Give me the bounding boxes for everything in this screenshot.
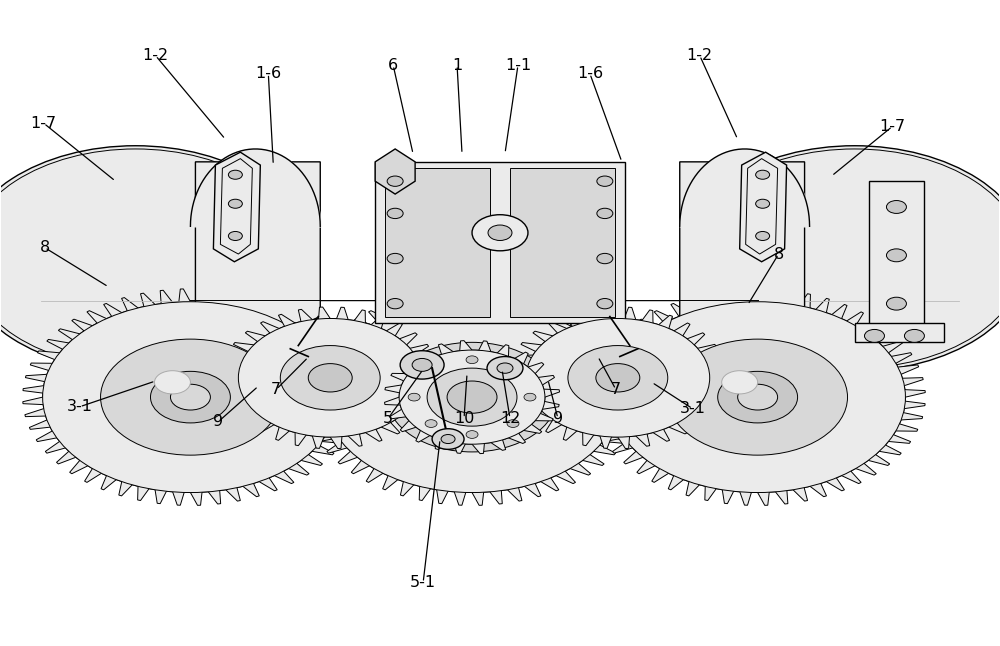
Circle shape [447, 381, 497, 413]
Circle shape [756, 231, 770, 240]
Polygon shape [213, 152, 260, 262]
Circle shape [0, 146, 310, 371]
Circle shape [524, 393, 536, 401]
Circle shape [507, 367, 519, 375]
Circle shape [228, 171, 242, 179]
Text: 5-1: 5-1 [410, 576, 436, 590]
Text: 1-6: 1-6 [255, 66, 281, 81]
Circle shape [412, 359, 432, 371]
Circle shape [597, 176, 613, 186]
Circle shape [738, 384, 778, 410]
Polygon shape [508, 307, 727, 448]
Circle shape [308, 364, 352, 392]
Circle shape [280, 346, 380, 410]
Polygon shape [221, 307, 440, 448]
Circle shape [886, 297, 906, 310]
Circle shape [43, 302, 338, 492]
Text: 12: 12 [500, 411, 520, 426]
Text: 5: 5 [383, 411, 393, 426]
Circle shape [228, 231, 242, 240]
Text: 6: 6 [388, 57, 398, 72]
Polygon shape [740, 152, 787, 262]
Polygon shape [375, 149, 415, 194]
Circle shape [387, 253, 403, 264]
Circle shape [904, 329, 924, 342]
Circle shape [101, 339, 280, 455]
Circle shape [466, 356, 478, 364]
Text: 7: 7 [271, 382, 281, 397]
Circle shape [170, 384, 210, 410]
Bar [855, 323, 944, 342]
Circle shape [610, 302, 905, 492]
Circle shape [324, 302, 620, 492]
Text: 3-1: 3-1 [67, 399, 93, 414]
Text: 9: 9 [553, 411, 563, 426]
Polygon shape [304, 289, 640, 505]
Text: 1: 1 [452, 57, 462, 72]
Circle shape [487, 357, 523, 380]
Circle shape [408, 393, 420, 401]
Circle shape [526, 318, 710, 437]
Circle shape [668, 339, 848, 455]
Circle shape [387, 176, 403, 186]
Circle shape [488, 225, 512, 240]
Circle shape [596, 364, 640, 392]
Text: 1-2: 1-2 [142, 48, 169, 63]
Bar [385, 169, 490, 317]
Polygon shape [23, 289, 358, 505]
Circle shape [154, 371, 190, 394]
Text: 10: 10 [454, 411, 474, 426]
Text: 9: 9 [213, 414, 223, 429]
Circle shape [399, 350, 545, 444]
Circle shape [441, 435, 455, 444]
Circle shape [427, 368, 517, 426]
Circle shape [718, 371, 798, 423]
Polygon shape [590, 289, 925, 505]
Circle shape [864, 329, 884, 342]
Bar [510, 169, 615, 317]
Text: 1-7: 1-7 [31, 116, 57, 130]
Circle shape [497, 363, 513, 373]
Circle shape [597, 253, 613, 264]
Circle shape [425, 367, 437, 375]
Circle shape [400, 351, 444, 379]
Text: 1-7: 1-7 [879, 119, 906, 134]
Bar [869, 181, 924, 329]
Circle shape [597, 208, 613, 218]
Text: 1-6: 1-6 [577, 66, 603, 81]
Circle shape [722, 371, 758, 394]
Circle shape [238, 318, 422, 437]
Circle shape [472, 214, 528, 251]
Text: 8: 8 [773, 247, 784, 262]
Circle shape [886, 200, 906, 213]
Circle shape [886, 249, 906, 262]
Circle shape [466, 431, 478, 439]
Circle shape [150, 371, 230, 423]
Text: 1-2: 1-2 [687, 48, 713, 63]
Circle shape [680, 146, 1000, 371]
Circle shape [756, 199, 770, 208]
Text: 1-1: 1-1 [505, 57, 531, 72]
Polygon shape [680, 162, 805, 323]
Text: 7: 7 [611, 382, 621, 397]
Text: 8: 8 [40, 240, 50, 255]
Polygon shape [385, 340, 560, 453]
Circle shape [756, 171, 770, 179]
Circle shape [228, 199, 242, 208]
Circle shape [387, 208, 403, 218]
Circle shape [568, 346, 668, 410]
Circle shape [597, 298, 613, 309]
Circle shape [425, 420, 437, 428]
Circle shape [432, 429, 464, 450]
Text: 3-1: 3-1 [680, 401, 706, 416]
Polygon shape [195, 162, 320, 323]
Circle shape [387, 342, 557, 452]
Circle shape [387, 298, 403, 309]
Circle shape [507, 420, 519, 428]
Bar [375, 162, 625, 323]
